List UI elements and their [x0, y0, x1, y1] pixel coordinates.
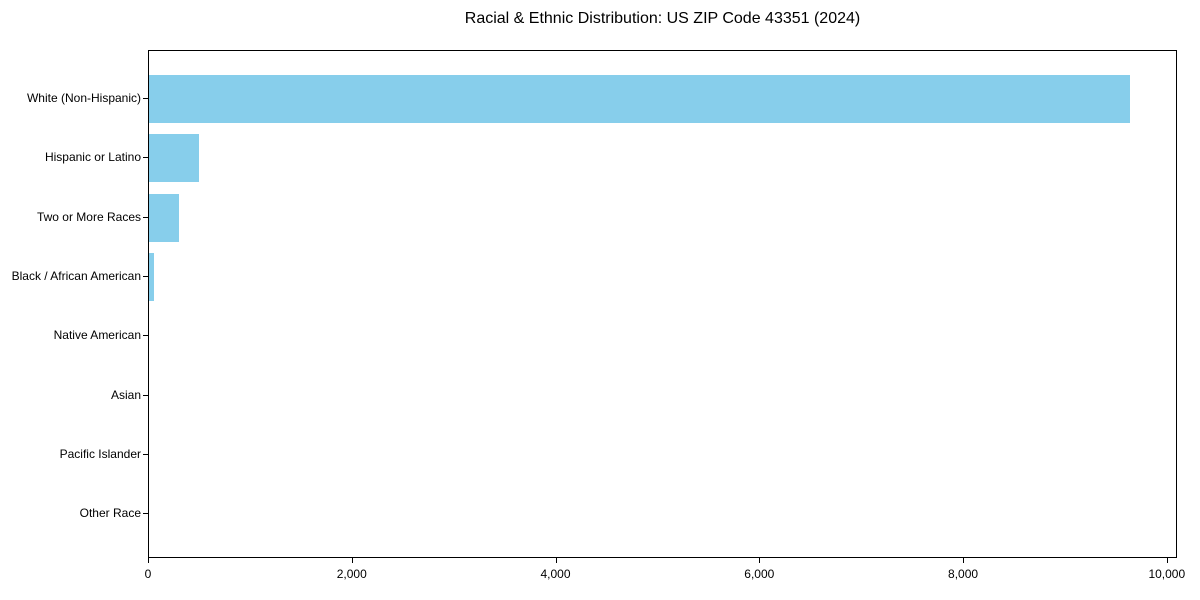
- x-tick-mark: [1166, 558, 1168, 563]
- x-tick-mark: [759, 558, 761, 563]
- x-tick-label: 10,000: [1148, 567, 1186, 581]
- bar-black-african-american: [149, 252, 155, 301]
- bar-two-or-more-races: [149, 193, 180, 242]
- bar-hispanic-or-latino: [149, 134, 199, 183]
- y-tick-label: Other Race: [79, 506, 141, 521]
- y-tick-mark: [143, 157, 148, 159]
- x-tick-label: 4,000: [540, 567, 571, 581]
- x-tick-mark: [963, 558, 965, 563]
- x-tick-label: 0: [144, 567, 152, 581]
- chart-title: Racial & Ethnic Distribution: US ZIP Cod…: [464, 10, 861, 27]
- bar-white-non-hispanic: [149, 75, 1131, 123]
- y-tick-label: White (Non-Hispanic): [26, 91, 141, 105]
- y-tick-mark: [143, 98, 148, 99]
- x-tick-mark: [555, 558, 557, 563]
- y-tick-label: Native American: [53, 328, 141, 343]
- y-tick-mark: [143, 394, 148, 396]
- y-tick-mark: [143, 275, 148, 277]
- y-tick-mark: [143, 335, 148, 337]
- x-tick-mark: [148, 558, 149, 563]
- x-tick-mark: [351, 558, 353, 563]
- y-tick-label: Pacific Islander: [59, 446, 141, 461]
- x-tick-label: 8,000: [948, 567, 979, 581]
- y-tick-label: Hispanic or Latino: [44, 150, 141, 165]
- y-tick-label: Asian: [110, 387, 141, 402]
- y-tick-mark: [143, 216, 148, 218]
- y-tick-label: Black / African American: [11, 268, 141, 283]
- x-tick-label: 6,000: [744, 567, 775, 581]
- y-tick-mark: [143, 513, 148, 515]
- x-tick-label: 2,000: [336, 567, 367, 581]
- y-tick-label: Two or More Races: [36, 209, 141, 224]
- y-tick-mark: [143, 453, 148, 455]
- plot-area: [148, 50, 1177, 558]
